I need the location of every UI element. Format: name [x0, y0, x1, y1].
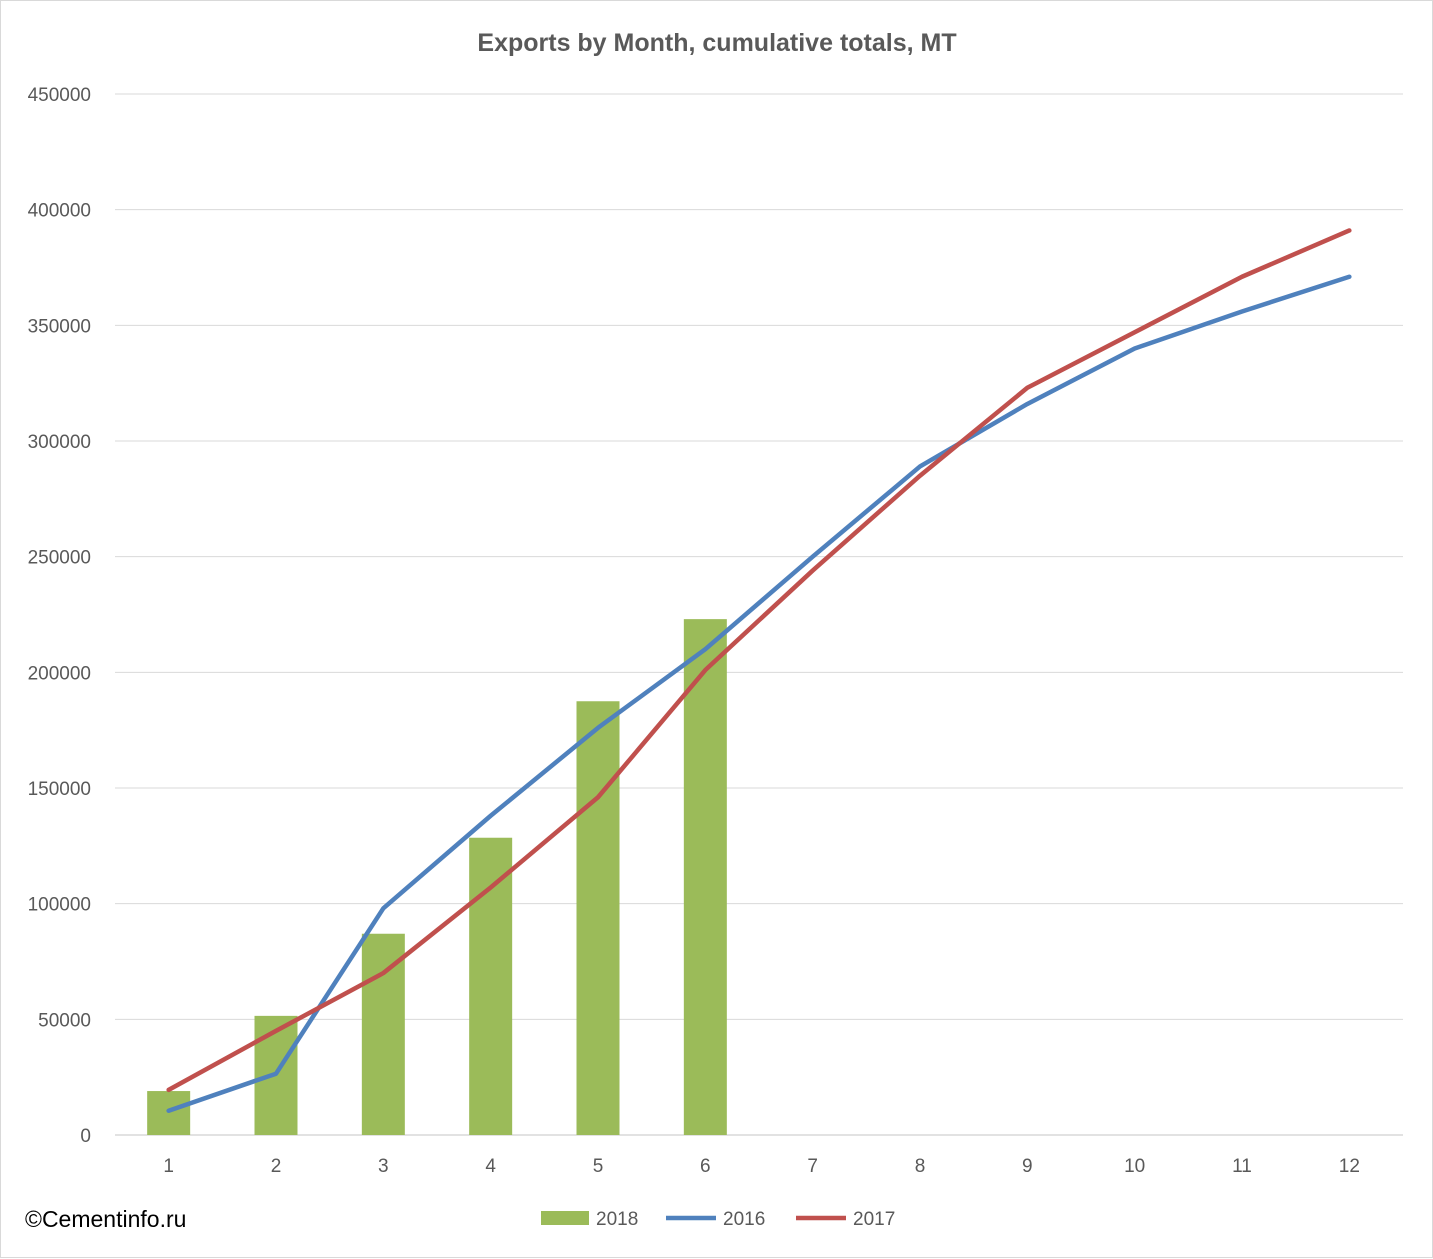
y-tick-label: 0 [80, 1126, 91, 1147]
bar-2018-5 [576, 701, 620, 1135]
y-tick-label: 300000 [28, 432, 91, 453]
y-tick-label: 400000 [28, 201, 91, 222]
y-tick-label: 250000 [28, 548, 91, 569]
legend: 2018 2016 2017 [541, 1209, 895, 1230]
y-tick-label: 50000 [38, 1010, 91, 1031]
bar-2018-4 [469, 837, 513, 1135]
line-2017 [166, 228, 1352, 1093]
gridlines [115, 93, 1403, 1136]
bar-series [147, 619, 727, 1135]
y-tick-label: 200000 [28, 663, 91, 684]
x-tick-label: 12 [1339, 1156, 1360, 1177]
legend-label-2016: 2016 [723, 1209, 765, 1230]
y-tick-label: 350000 [28, 316, 91, 337]
x-tick-label: 11 [1232, 1156, 1252, 1177]
legend-swatch-2018 [541, 1211, 589, 1225]
bar-2018-6 [683, 619, 727, 1135]
chart-title: Exports by Month, cumulative totals, MT [477, 29, 956, 57]
x-tick-label: 4 [485, 1156, 496, 1177]
y-tick-label: 100000 [28, 895, 91, 916]
x-tick-label: 5 [593, 1156, 604, 1177]
line-series [166, 228, 1352, 1113]
x-tick-label: 3 [378, 1156, 389, 1177]
x-tick-label: 6 [700, 1156, 711, 1177]
y-tick-label: 150000 [28, 779, 91, 800]
x-tick-label: 7 [807, 1156, 818, 1177]
x-tick-label: 10 [1124, 1156, 1145, 1177]
x-tick-label: 8 [915, 1156, 926, 1177]
legend-label-2017: 2017 [853, 1209, 895, 1230]
y-axis-ticks: 0 50000 100000 150000 200000 250000 300000 3500… [28, 85, 91, 1147]
x-tick-label: 1 [163, 1156, 174, 1177]
y-tick-label: 450000 [28, 85, 91, 106]
line-2016 [166, 274, 1352, 1113]
bar-2018-1 [147, 1091, 191, 1135]
legend-label-2018: 2018 [596, 1209, 638, 1230]
watermark: ©Cementinfo.ru [25, 1206, 187, 1232]
x-tick-label: 9 [1022, 1156, 1033, 1177]
x-tick-label: 2 [271, 1156, 282, 1177]
bar-2018-3 [361, 933, 405, 1135]
x-axis-ticks: 1 2 3 4 5 6 7 8 9 10 11 12 [163, 1156, 1360, 1177]
